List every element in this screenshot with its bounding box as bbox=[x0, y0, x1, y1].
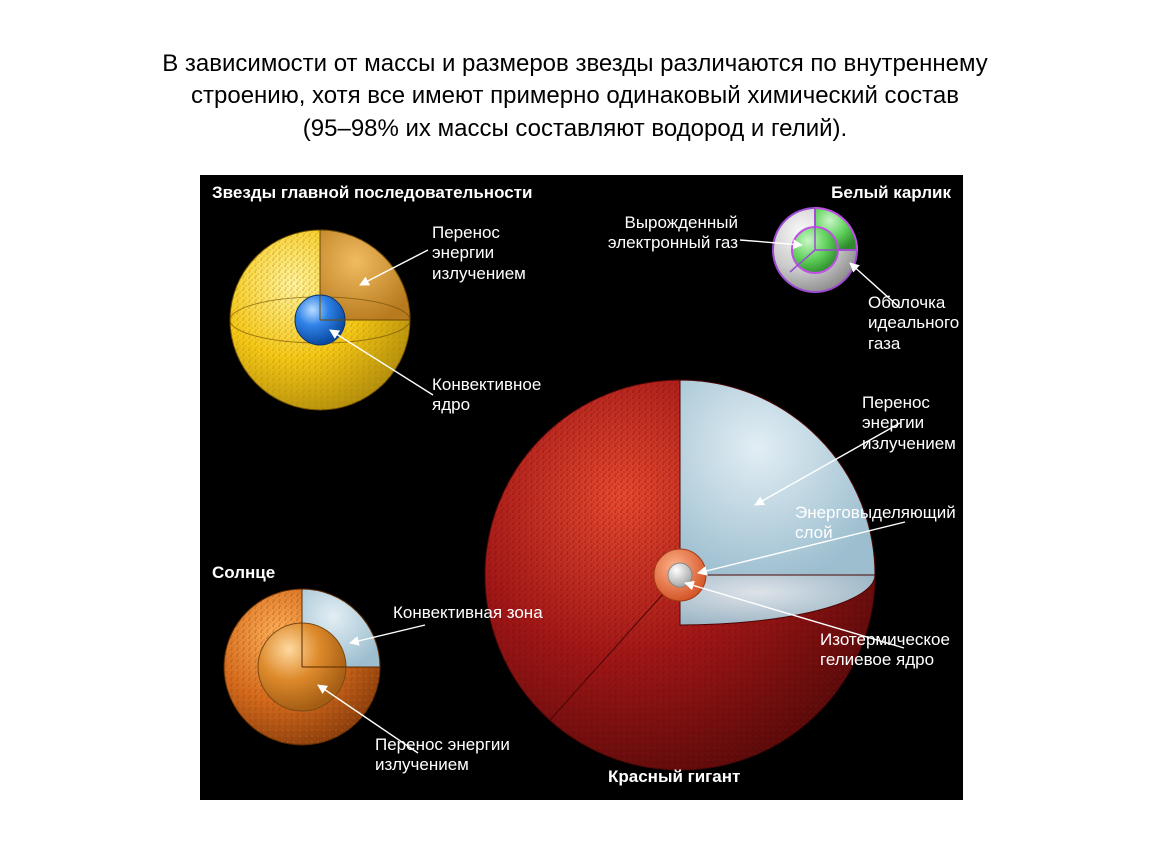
red-giant-star bbox=[485, 380, 875, 770]
label-ms-radiative: Перенос энергии излучением bbox=[432, 223, 562, 284]
label-rg-radiative: Перенос энергии излучением bbox=[862, 393, 963, 454]
label-sun-convective-zone: Конвективная зона bbox=[393, 603, 543, 623]
page-root: В зависимости от массы и размеров звезды… bbox=[0, 0, 1150, 864]
title-sun: Солнце bbox=[212, 563, 275, 583]
page-heading: В зависимости от массы и размеров звезды… bbox=[60, 48, 1090, 145]
label-ms-core: Конвективное ядро bbox=[432, 375, 572, 416]
heading-line-1: В зависимости от массы и размеров звезды… bbox=[162, 50, 988, 77]
main-sequence-star bbox=[230, 230, 410, 410]
stellar-structure-diagram: Звезды главной последовательности Белый … bbox=[200, 175, 963, 800]
sun-star bbox=[224, 589, 380, 745]
label-rg-helium-core: Изотермическое гелиевое ядро bbox=[820, 630, 963, 671]
label-wd-degenerate-gas: Вырожденный электронный газ bbox=[598, 213, 738, 254]
title-main-sequence: Звезды главной последовательности bbox=[212, 183, 532, 203]
label-wd-ideal-gas-shell: Оболочка идеального газа bbox=[868, 293, 963, 354]
white-dwarf-star bbox=[773, 208, 857, 292]
title-white-dwarf: Белый карлик bbox=[831, 183, 951, 203]
heading-line-3: (95–98% их массы составляют водород и ге… bbox=[303, 115, 847, 142]
title-red-giant: Красный гигант bbox=[608, 767, 740, 787]
label-rg-energy-shell: Энерговыделяющий слой bbox=[795, 503, 963, 544]
label-sun-radiative: Перенос энергии излучением bbox=[375, 735, 515, 776]
diagram-svg bbox=[200, 175, 963, 800]
heading-line-2: строению, хотя все имеют примерно одинак… bbox=[191, 82, 959, 109]
pointer-lines bbox=[318, 240, 905, 753]
